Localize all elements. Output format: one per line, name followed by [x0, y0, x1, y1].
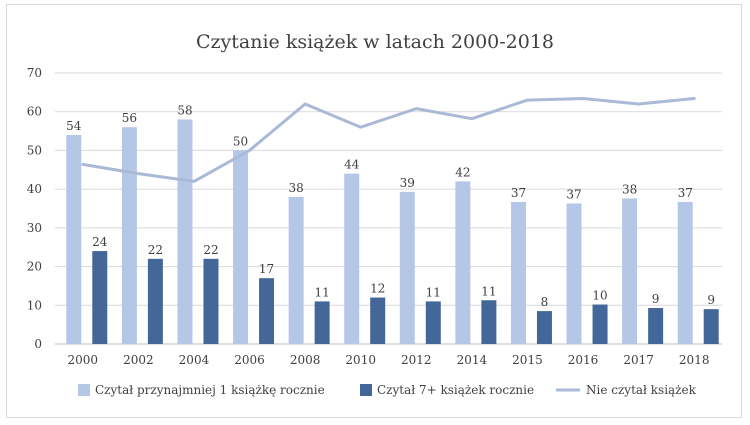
- x-axis: 2000 2002 2004 2006 2008 2010 2012 2014 2015 2016…: [68, 353, 710, 367]
- x-tick-label: 2014: [457, 353, 488, 367]
- chart-title: Czytanie książek w latach 2000-2018: [196, 31, 554, 53]
- bar-read-1plus: [66, 134, 82, 344]
- x-tick-label: 2000: [68, 353, 99, 367]
- data-label: 12: [370, 282, 385, 296]
- grid: [55, 72, 722, 345]
- data-label: 58: [177, 103, 192, 117]
- bars: [66, 119, 719, 344]
- bar-read-7plus: [259, 278, 275, 344]
- y-axis: 0 10 20 30 40 50 60 70: [27, 66, 42, 351]
- y-tick-label: 60: [27, 105, 42, 119]
- x-tick-label: 2004: [179, 353, 210, 367]
- data-labels: 54 24 56 22 58 22 50 17 38 11 44 12 39 11 42 11 37 8 37 10 3…: [66, 103, 715, 309]
- data-label: 10: [592, 289, 607, 303]
- bar-read-7plus: [592, 304, 608, 344]
- bar-read-7plus: [314, 301, 330, 344]
- bar-read-1plus: [177, 119, 193, 344]
- bar-read-1plus: [455, 181, 471, 344]
- x-tick-label: 2012: [401, 353, 432, 367]
- y-tick-label: 50: [27, 143, 42, 157]
- y-tick-label: 10: [27, 298, 42, 312]
- data-label: 39: [400, 176, 415, 190]
- data-label: 17: [259, 262, 274, 276]
- x-tick-label: 2015: [512, 353, 543, 367]
- bar-read-1plus: [288, 196, 304, 344]
- data-label: 42: [455, 165, 470, 179]
- x-tick-label: 2010: [345, 353, 376, 367]
- data-label: 44: [344, 158, 360, 172]
- line-series: [81, 97, 696, 183]
- y-tick-label: 40: [27, 182, 42, 196]
- bar-read-7plus: [203, 258, 219, 344]
- bar-read-1plus: [344, 173, 360, 344]
- y-tick-label: 70: [27, 66, 42, 80]
- data-label: 22: [203, 243, 218, 257]
- x-tick-label: 2018: [679, 353, 710, 367]
- bar-read-1plus: [233, 150, 249, 344]
- data-label: 56: [122, 111, 137, 125]
- x-tick-label: 2017: [623, 353, 654, 367]
- data-label: 22: [148, 243, 163, 257]
- x-tick-label: 2002: [123, 353, 154, 367]
- bar-read-7plus: [536, 311, 552, 344]
- y-tick-label: 30: [27, 221, 42, 235]
- data-label: 37: [511, 186, 526, 200]
- data-label: 54: [66, 119, 82, 133]
- data-label: 11: [481, 284, 496, 298]
- legend-item-read-7plus: Czytał 7+ książek rocznie: [377, 383, 534, 397]
- bar-read-1plus: [399, 191, 415, 344]
- bar-read-7plus: [370, 297, 386, 344]
- bar-read-1plus: [566, 203, 582, 344]
- bar-read-1plus: [677, 201, 693, 344]
- line-not-reading: [81, 97, 696, 183]
- data-label: 9: [707, 293, 715, 307]
- legend-item-read-1plus: Czytał przynajmniej 1 książkę rocznie: [95, 383, 325, 397]
- bar-read-7plus: [481, 300, 497, 344]
- data-label: 38: [288, 181, 303, 195]
- y-tick-label: 0: [34, 337, 42, 351]
- bar-read-7plus: [92, 251, 108, 344]
- bar-read-7plus: [703, 309, 719, 344]
- data-label: 11: [426, 285, 441, 299]
- bar-read-7plus: [147, 258, 163, 344]
- bar-read-1plus: [121, 127, 137, 344]
- data-label: 8: [541, 295, 549, 309]
- legend-item-not-reading: Nie czytał książek: [586, 383, 697, 397]
- data-label: 37: [566, 187, 581, 201]
- bar-read-7plus: [425, 301, 441, 344]
- data-label: 38: [622, 182, 637, 196]
- x-tick-label: 2006: [234, 353, 265, 367]
- legend: Czytał przynajmniej 1 książkę rocznie Czy…: [78, 383, 697, 397]
- x-tick-label: 2008: [290, 353, 321, 367]
- y-tick-label: 20: [27, 260, 42, 274]
- data-label: 37: [678, 186, 693, 200]
- legend-swatch: [360, 384, 372, 396]
- bar-read-7plus: [648, 307, 664, 344]
- bar-read-1plus: [510, 201, 526, 344]
- x-tick-label: 2016: [568, 353, 599, 367]
- data-label: 24: [92, 235, 108, 249]
- data-label: 50: [233, 134, 248, 148]
- data-label: 11: [314, 285, 329, 299]
- legend-swatch: [78, 384, 90, 396]
- data-label: 9: [652, 292, 660, 306]
- bar-read-1plus: [622, 198, 638, 344]
